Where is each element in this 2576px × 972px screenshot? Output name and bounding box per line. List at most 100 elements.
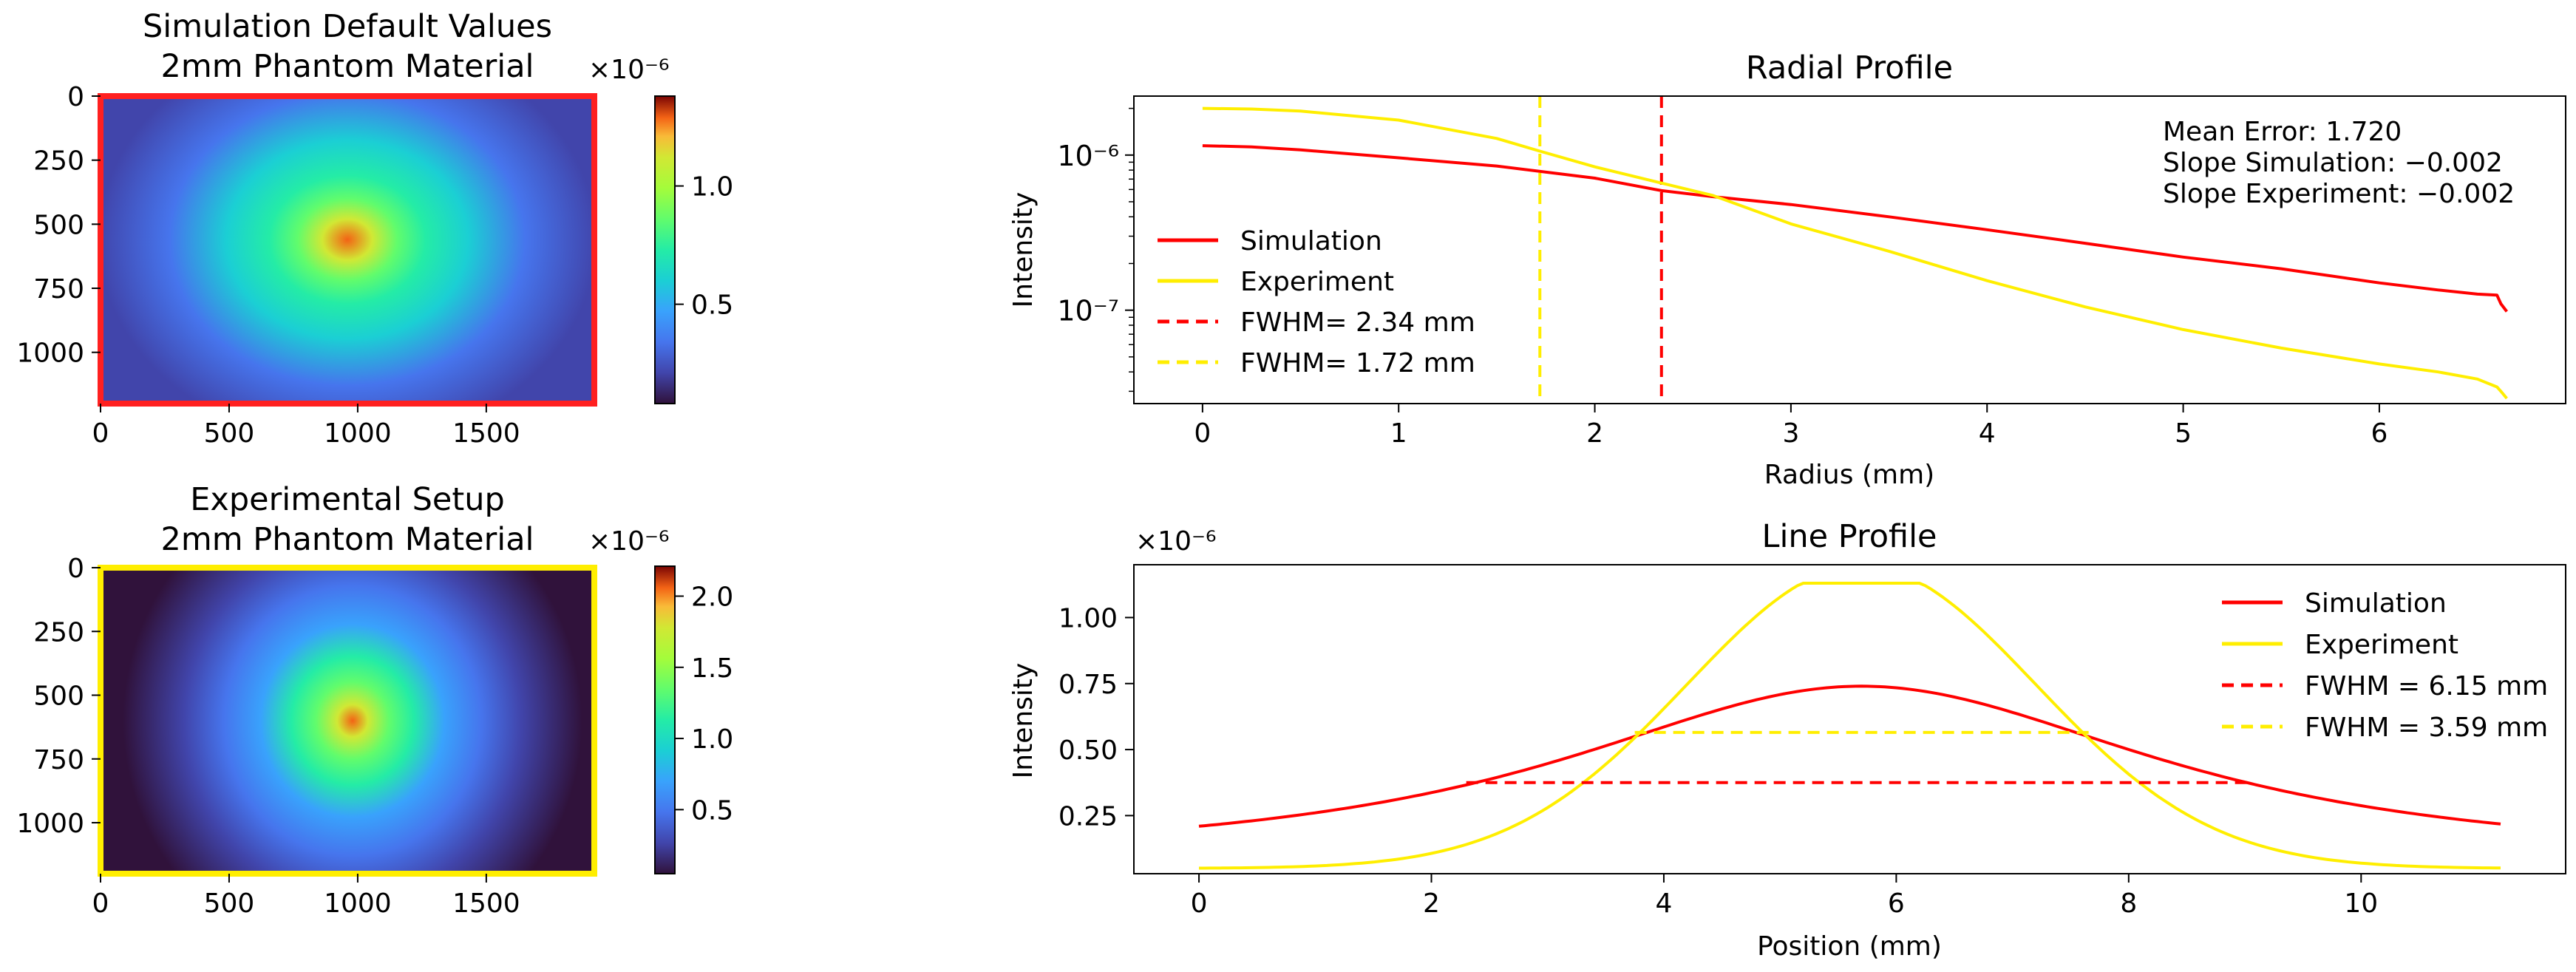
sim-colorbar-gradient [654, 95, 676, 404]
sim-image-panel: Simulation Default Values 2mm Phantom Ma… [16, 8, 733, 449]
exp-x-tick-label: 1500 [452, 888, 520, 919]
line-y-tick-label: 0.50 [1058, 735, 1118, 766]
exp-y-tick-label: 0 [67, 554, 84, 584]
sim-x-tick-label: 1000 [324, 418, 392, 449]
exp-title-line1: Experimental Setup [190, 481, 505, 518]
radial-x-tick-label: 4 [1979, 418, 1996, 449]
exp-y-ticks: 0 250 500 750 1000 [16, 554, 101, 839]
sim-colorbar-exponent: ×10⁻⁶ [588, 55, 669, 85]
radial-plot-area [1202, 96, 2508, 404]
line-y-exponent: ×10⁻⁶ [1135, 526, 1216, 557]
radial-x-tick-label: 6 [2371, 418, 2388, 449]
exp-colorbar: ×10⁻⁶ 0.5 1.0 1.5 2.0 [588, 526, 733, 874]
sim-y-tick-label: 250 [33, 146, 84, 177]
sim-x-tick-label: 500 [204, 418, 255, 449]
exp-x-tick-label: 500 [204, 888, 255, 919]
line-ylabel: Intensity [1008, 663, 1039, 779]
line-series-experiment [1199, 582, 2501, 870]
exp-heatmap [101, 568, 594, 874]
line-title: Line Profile [1762, 518, 1937, 555]
line-legend-label: FWHM = 3.59 mm [2305, 713, 2548, 743]
line-x-tick-label: 4 [1655, 888, 1672, 919]
exp-x-tick-label: 1000 [324, 888, 392, 919]
exp-colorbar-tick-label: 1.5 [691, 653, 733, 684]
radial-legend-label: FWHM= 1.72 mm [1240, 348, 1475, 378]
sim-x-tick-label: 1500 [452, 418, 520, 449]
radial-series-experiment [1202, 106, 2508, 400]
line-profile-chart: Line Profile Position (mm) Intensity ×10… [1008, 518, 2566, 962]
sim-y-ticks: 0 250 500 750 1000 [16, 82, 101, 369]
sim-y-tick-label: 500 [33, 210, 84, 240]
exp-x-tick-label: 0 [92, 888, 109, 919]
line-x-ticks: 0 2 4 6 8 10 [1191, 874, 2378, 919]
exp-y-tick-label: 750 [33, 745, 84, 775]
radial-y-tick-label: 10⁻⁶ [1057, 140, 1119, 172]
sim-y-tick-label: 1000 [16, 339, 84, 369]
sim-colorbar-tick-label: 1.0 [691, 172, 733, 203]
line-y-tick-label: 1.00 [1058, 603, 1118, 633]
radial-legend-label: Experiment [1240, 267, 1394, 297]
sim-x-ticks: 0 500 1000 1500 [92, 404, 520, 449]
line-y-tick-label: 0.75 [1058, 670, 1118, 700]
sim-y-tick-label: 0 [67, 82, 84, 112]
exp-y-tick-label: 1000 [16, 809, 84, 839]
radial-annotation-line: Mean Error: 1.720 [2163, 117, 2402, 147]
radial-annotation-line: Slope Simulation: −0.002 [2163, 148, 2503, 178]
radial-x-tick-label: 5 [2175, 418, 2192, 449]
radial-y-ticks: 10⁻⁶ 10⁻⁷ [1057, 107, 1134, 392]
line-x-tick-label: 2 [1423, 888, 1440, 919]
line-legend: Simulation Experiment FWHM = 6.15 mm FWHM =… [2222, 588, 2548, 743]
sim-colorbar-tick-label: 0.5 [691, 290, 733, 321]
line-x-tick-label: 10 [2344, 888, 2378, 919]
line-y-ticks: 0.25 0.50 0.75 1.00 [1058, 603, 1134, 832]
sim-y-tick-label: 750 [33, 274, 84, 305]
line-legend-label: Experiment [2305, 630, 2458, 660]
exp-y-tick-label: 250 [33, 617, 84, 648]
sim-colorbar: ×10⁻⁶ 0.5 1.0 [588, 55, 733, 404]
radial-x-ticks: 0 1 2 3 4 5 6 [1194, 404, 2388, 449]
radial-y-tick-label: 10⁻⁷ [1057, 295, 1119, 327]
line-axes-frame [1133, 564, 2566, 874]
line-y-tick-label: 0.25 [1058, 801, 1118, 832]
radial-x-tick-label: 2 [1586, 418, 1603, 449]
line-plot-area [1198, 582, 2501, 870]
line-x-tick-label: 8 [2120, 888, 2137, 919]
radial-legend: Simulation Experiment FWHM= 2.34 mm FWHM= 1… [1158, 226, 1475, 378]
line-legend-label: Simulation [2305, 588, 2447, 619]
sim-title-line1: Simulation Default Values [143, 8, 552, 45]
line-series-simulation [1198, 684, 2501, 828]
sim-intensity-map [101, 96, 594, 404]
exp-title-line2: 2mm Phantom Material [161, 521, 534, 558]
line-x-tick-label: 0 [1191, 888, 1208, 919]
radial-annotation-line: Slope Experiment: −0.002 [2163, 179, 2515, 209]
exp-colorbar-tick-label: 0.5 [691, 795, 733, 826]
exp-image-panel: Experimental Setup 2mm Phantom Material … [16, 481, 733, 919]
exp-colorbar-tick-label: 2.0 [691, 582, 733, 613]
sim-heatmap [101, 96, 594, 404]
radial-x-tick-label: 3 [1782, 418, 1799, 449]
sim-x-tick-label: 0 [92, 418, 109, 449]
radial-axes-frame [1133, 95, 2566, 404]
exp-y-tick-label: 500 [33, 682, 84, 712]
radial-series-simulation [1202, 144, 2508, 313]
radial-x-tick-label: 1 [1390, 418, 1407, 449]
radial-legend-label: Simulation [1240, 226, 1382, 256]
radial-x-tick-label: 0 [1194, 418, 1211, 449]
radial-legend-label: FWHM= 2.34 mm [1240, 307, 1475, 338]
radial-profile-chart: Radial Profile Radius (mm) Intensity 0 1 2… [1008, 50, 2566, 490]
line-xlabel: Position (mm) [1757, 931, 1942, 962]
radial-xlabel: Radius (mm) [1764, 460, 1934, 490]
exp-colorbar-tick-label: 1.0 [691, 724, 733, 755]
exp-colorbar-exponent: ×10⁻⁶ [588, 526, 669, 557]
exp-colorbar-gradient [654, 565, 676, 874]
sim-frame [98, 93, 597, 407]
exp-intensity-map [101, 568, 594, 874]
line-x-tick-label: 6 [1888, 888, 1905, 919]
sim-title-line2: 2mm Phantom Material [161, 48, 534, 85]
radial-ylabel: Intensity [1008, 192, 1039, 308]
exp-x-ticks: 0 500 1000 1500 [92, 874, 520, 919]
line-legend-label: FWHM = 6.15 mm [2305, 671, 2548, 701]
radial-title: Radial Profile [1746, 50, 1953, 86]
